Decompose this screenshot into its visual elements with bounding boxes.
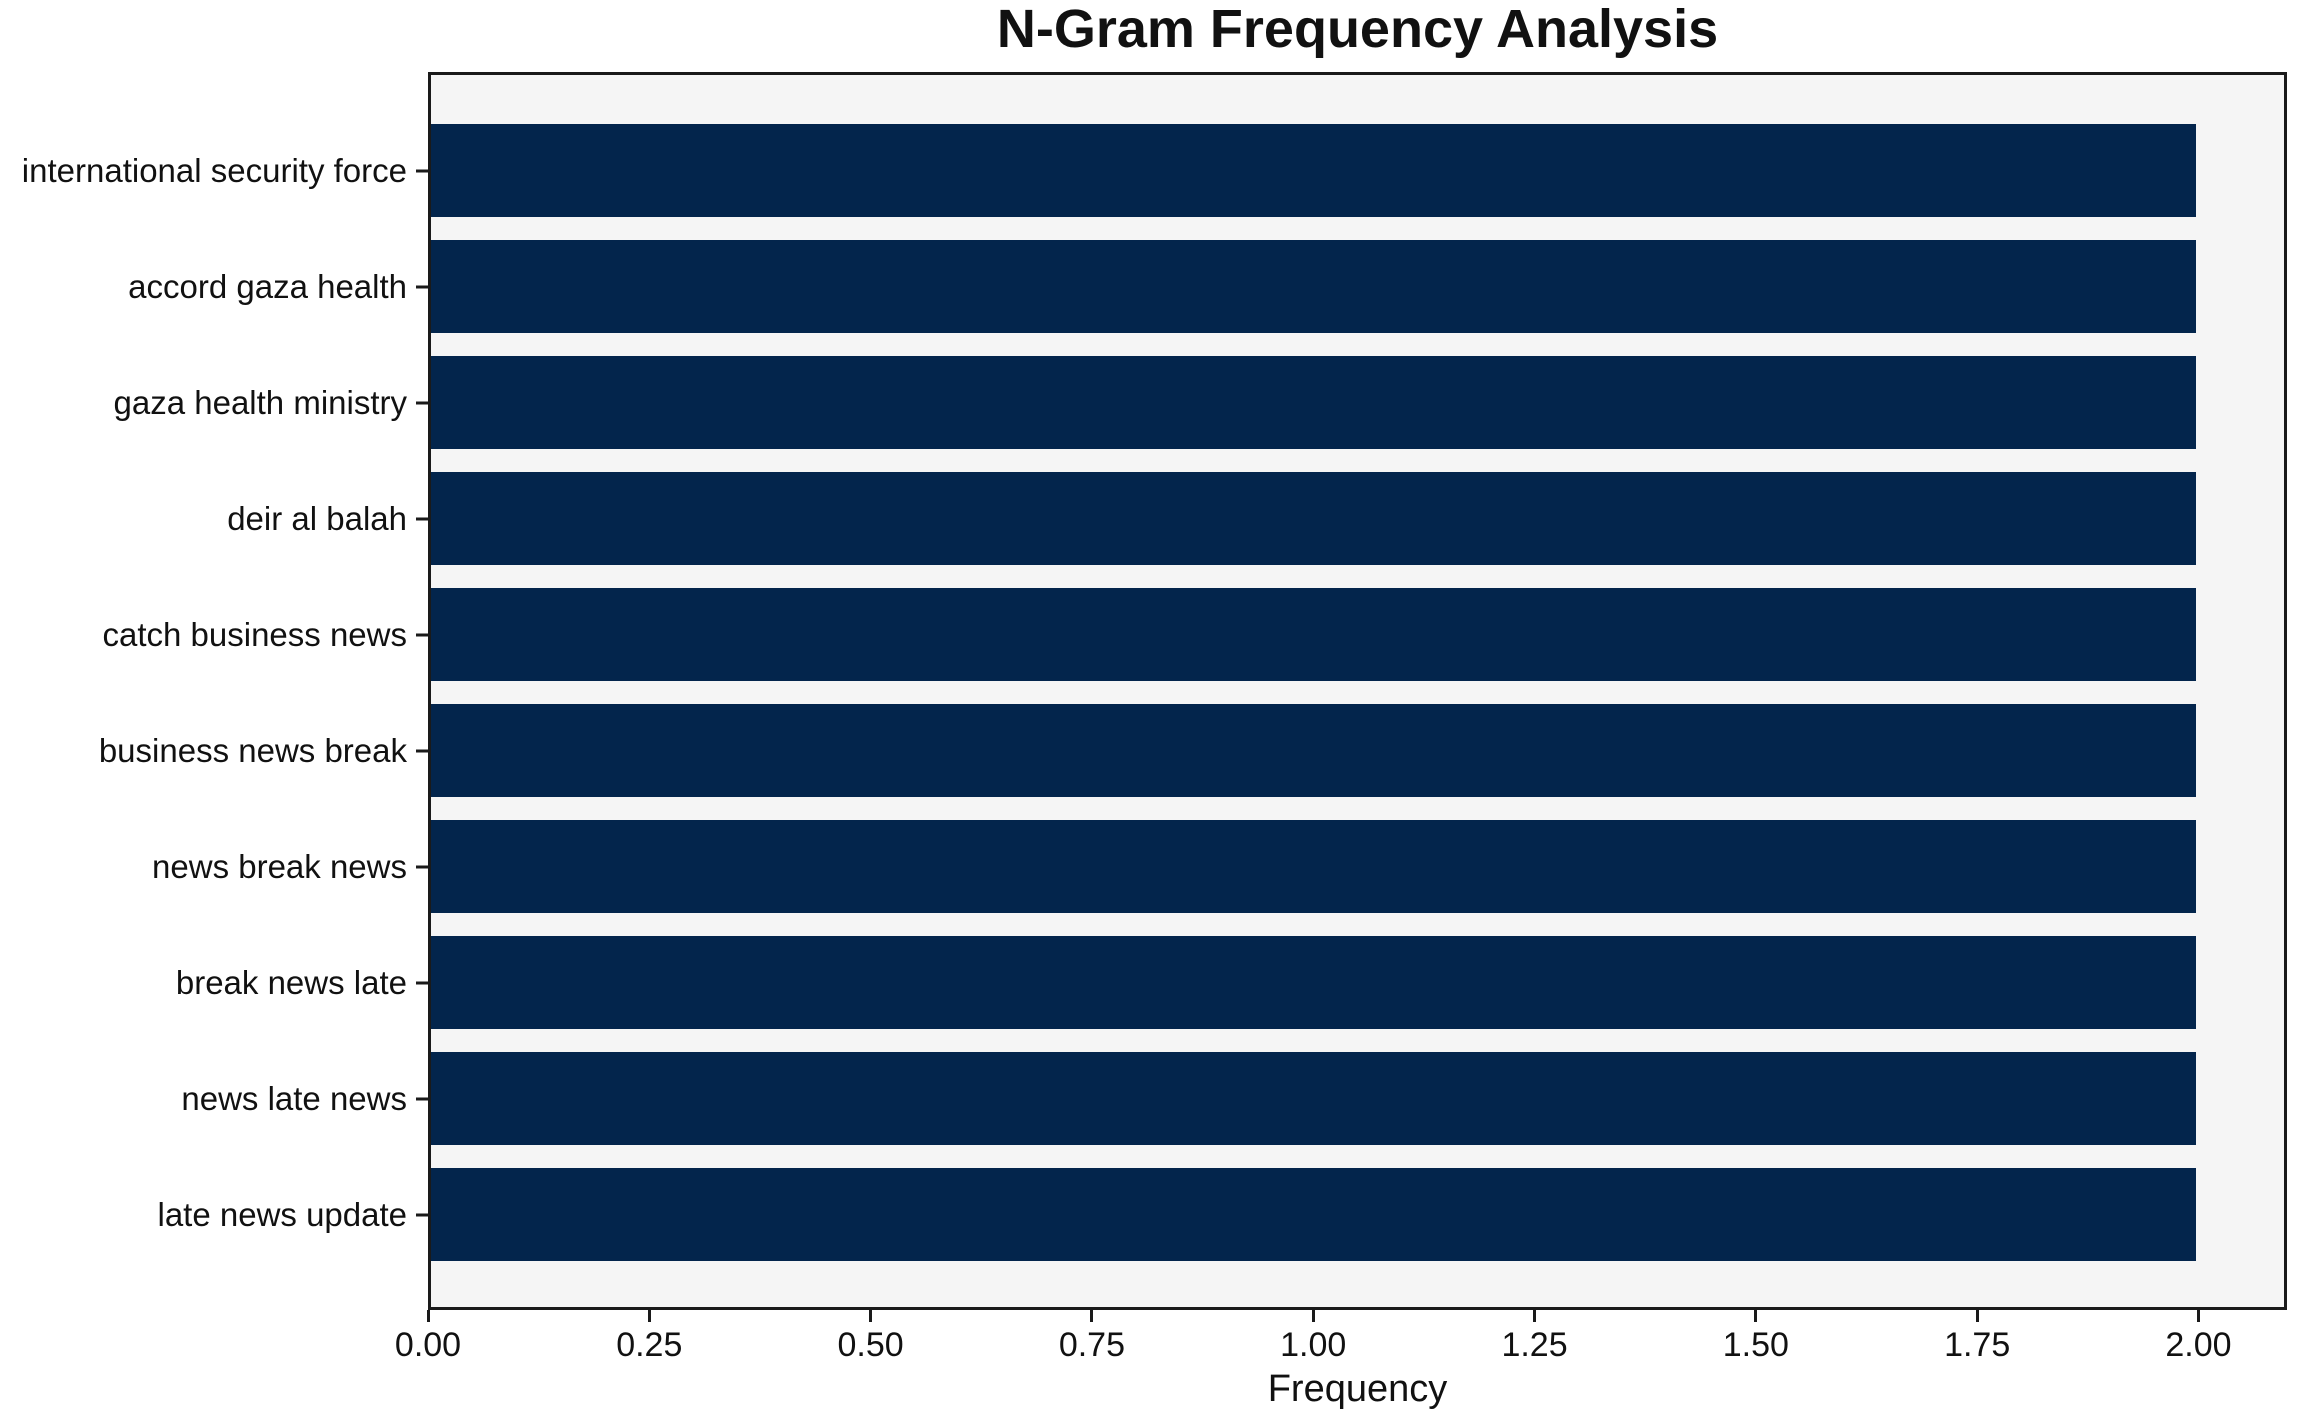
y-tick-mark bbox=[416, 401, 428, 404]
bar bbox=[431, 820, 2196, 913]
y-tick-mark bbox=[416, 1213, 428, 1216]
y-tick-label: gaza health ministry bbox=[113, 383, 407, 421]
bar-row: gaza health ministry bbox=[114, 356, 2284, 449]
y-tick-label: business news break bbox=[98, 731, 407, 769]
bar bbox=[431, 356, 2196, 449]
y-tick-mark bbox=[416, 981, 428, 984]
x-tick-label: 2.00 bbox=[2165, 1326, 2232, 1364]
bar bbox=[431, 1168, 2196, 1261]
bar-row: international security force bbox=[22, 124, 2284, 217]
y-tick-label: catch business news bbox=[102, 615, 408, 653]
x-tick-mark bbox=[426, 1310, 430, 1322]
y-tick-label: international security force bbox=[21, 151, 407, 189]
x-tick-label: 0.75 bbox=[1058, 1326, 1126, 1364]
y-tick-mark bbox=[416, 517, 428, 520]
y-tick-mark bbox=[416, 285, 428, 288]
bar-row: deir al balah bbox=[227, 472, 2284, 565]
x-tick-mark bbox=[647, 1310, 651, 1322]
bar-row: break news late bbox=[176, 936, 2284, 1029]
x-tick-mark bbox=[2196, 1310, 2200, 1322]
y-tick-label: late news update bbox=[157, 1195, 407, 1233]
x-tick-label: 0.25 bbox=[616, 1326, 683, 1364]
x-tick-label: 0.00 bbox=[394, 1326, 462, 1364]
bar-row: accord gaza health bbox=[128, 240, 2284, 333]
y-tick-label: break news late bbox=[175, 963, 407, 1001]
plot-area: international security force accord gaza… bbox=[22, 72, 2287, 1310]
chart-title: N-Gram Frequency Analysis bbox=[996, 0, 1719, 59]
x-axis: 0.00 0.25 0.50 0.75 1.00 1.25 1.50 1.75 … bbox=[395, 1310, 2287, 1380]
y-tick-mark bbox=[416, 633, 428, 636]
bar bbox=[431, 588, 2196, 681]
y-tick-label: accord gaza health bbox=[128, 267, 407, 305]
x-tick-label: 1.50 bbox=[1722, 1326, 1789, 1364]
bar-row: catch business news bbox=[103, 588, 2284, 681]
bar-row: business news break bbox=[99, 704, 2284, 797]
x-tick-mark bbox=[1533, 1310, 1537, 1322]
bar-row: news late news bbox=[181, 1052, 2284, 1145]
x-tick-label: 1.25 bbox=[1501, 1326, 1568, 1364]
bar bbox=[431, 240, 2196, 333]
x-axis-label: Frequency bbox=[1267, 1368, 1448, 1410]
bar bbox=[431, 936, 2196, 1029]
bar-rows: international security force accord gaza… bbox=[22, 75, 2284, 1307]
bar bbox=[431, 124, 2196, 217]
y-tick-label: news break news bbox=[152, 847, 407, 885]
x-tick-mark bbox=[1311, 1310, 1315, 1322]
x-tick-label: 1.00 bbox=[1280, 1326, 1347, 1364]
y-tick-label: news late news bbox=[181, 1079, 407, 1117]
y-tick-mark bbox=[416, 1097, 428, 1100]
y-tick-label: deir al balah bbox=[227, 499, 407, 537]
x-tick-label: 1.75 bbox=[1944, 1326, 2011, 1364]
x-tick-mark bbox=[869, 1310, 873, 1322]
bar bbox=[431, 1052, 2196, 1145]
x-tick-mark bbox=[1975, 1310, 1979, 1322]
x-tick-mark bbox=[1754, 1310, 1758, 1322]
x-tick-label: 0.50 bbox=[837, 1326, 904, 1364]
x-tick-mark bbox=[1090, 1310, 1094, 1322]
bar-row: news break news bbox=[152, 820, 2284, 913]
bar-row: late news update bbox=[157, 1168, 2284, 1261]
y-tick-mark bbox=[416, 749, 428, 752]
bar bbox=[431, 472, 2196, 565]
bar bbox=[431, 704, 2196, 797]
y-tick-mark bbox=[416, 169, 428, 172]
y-tick-mark bbox=[416, 865, 428, 868]
